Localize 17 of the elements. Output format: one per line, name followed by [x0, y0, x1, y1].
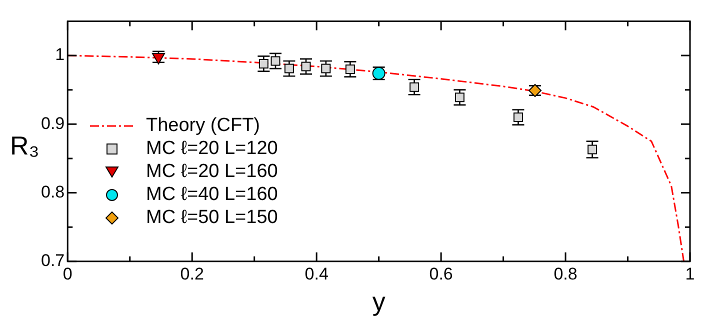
- y-tick-label: 0.8: [40, 182, 65, 202]
- y-tick-label: 1: [55, 45, 65, 64]
- legend-label: MC ℓ=50 L=150: [146, 206, 278, 229]
- legend-label: MC ℓ=20 L=120: [146, 137, 278, 160]
- x-tick-label: 0.4: [304, 264, 328, 284]
- x-tick-label: 0.6: [429, 264, 453, 284]
- legend-label: MC ℓ=40 L=160: [146, 183, 278, 206]
- x-tick-label: 0.8: [554, 264, 578, 284]
- y-tick-label: 0.9: [40, 114, 65, 133]
- x-tick-label: 0: [62, 264, 72, 284]
- y-axis-title: R₃: [10, 130, 40, 160]
- x-axis-title: y: [372, 286, 386, 317]
- x-tick-label: 0.2: [180, 264, 204, 284]
- x-tick-label: 1: [685, 264, 695, 284]
- y-tick-label: 0.7: [40, 251, 65, 270]
- legend-label: Theory (CFT): [146, 114, 260, 137]
- legend-label: MC ℓ=20 L=160: [146, 160, 278, 183]
